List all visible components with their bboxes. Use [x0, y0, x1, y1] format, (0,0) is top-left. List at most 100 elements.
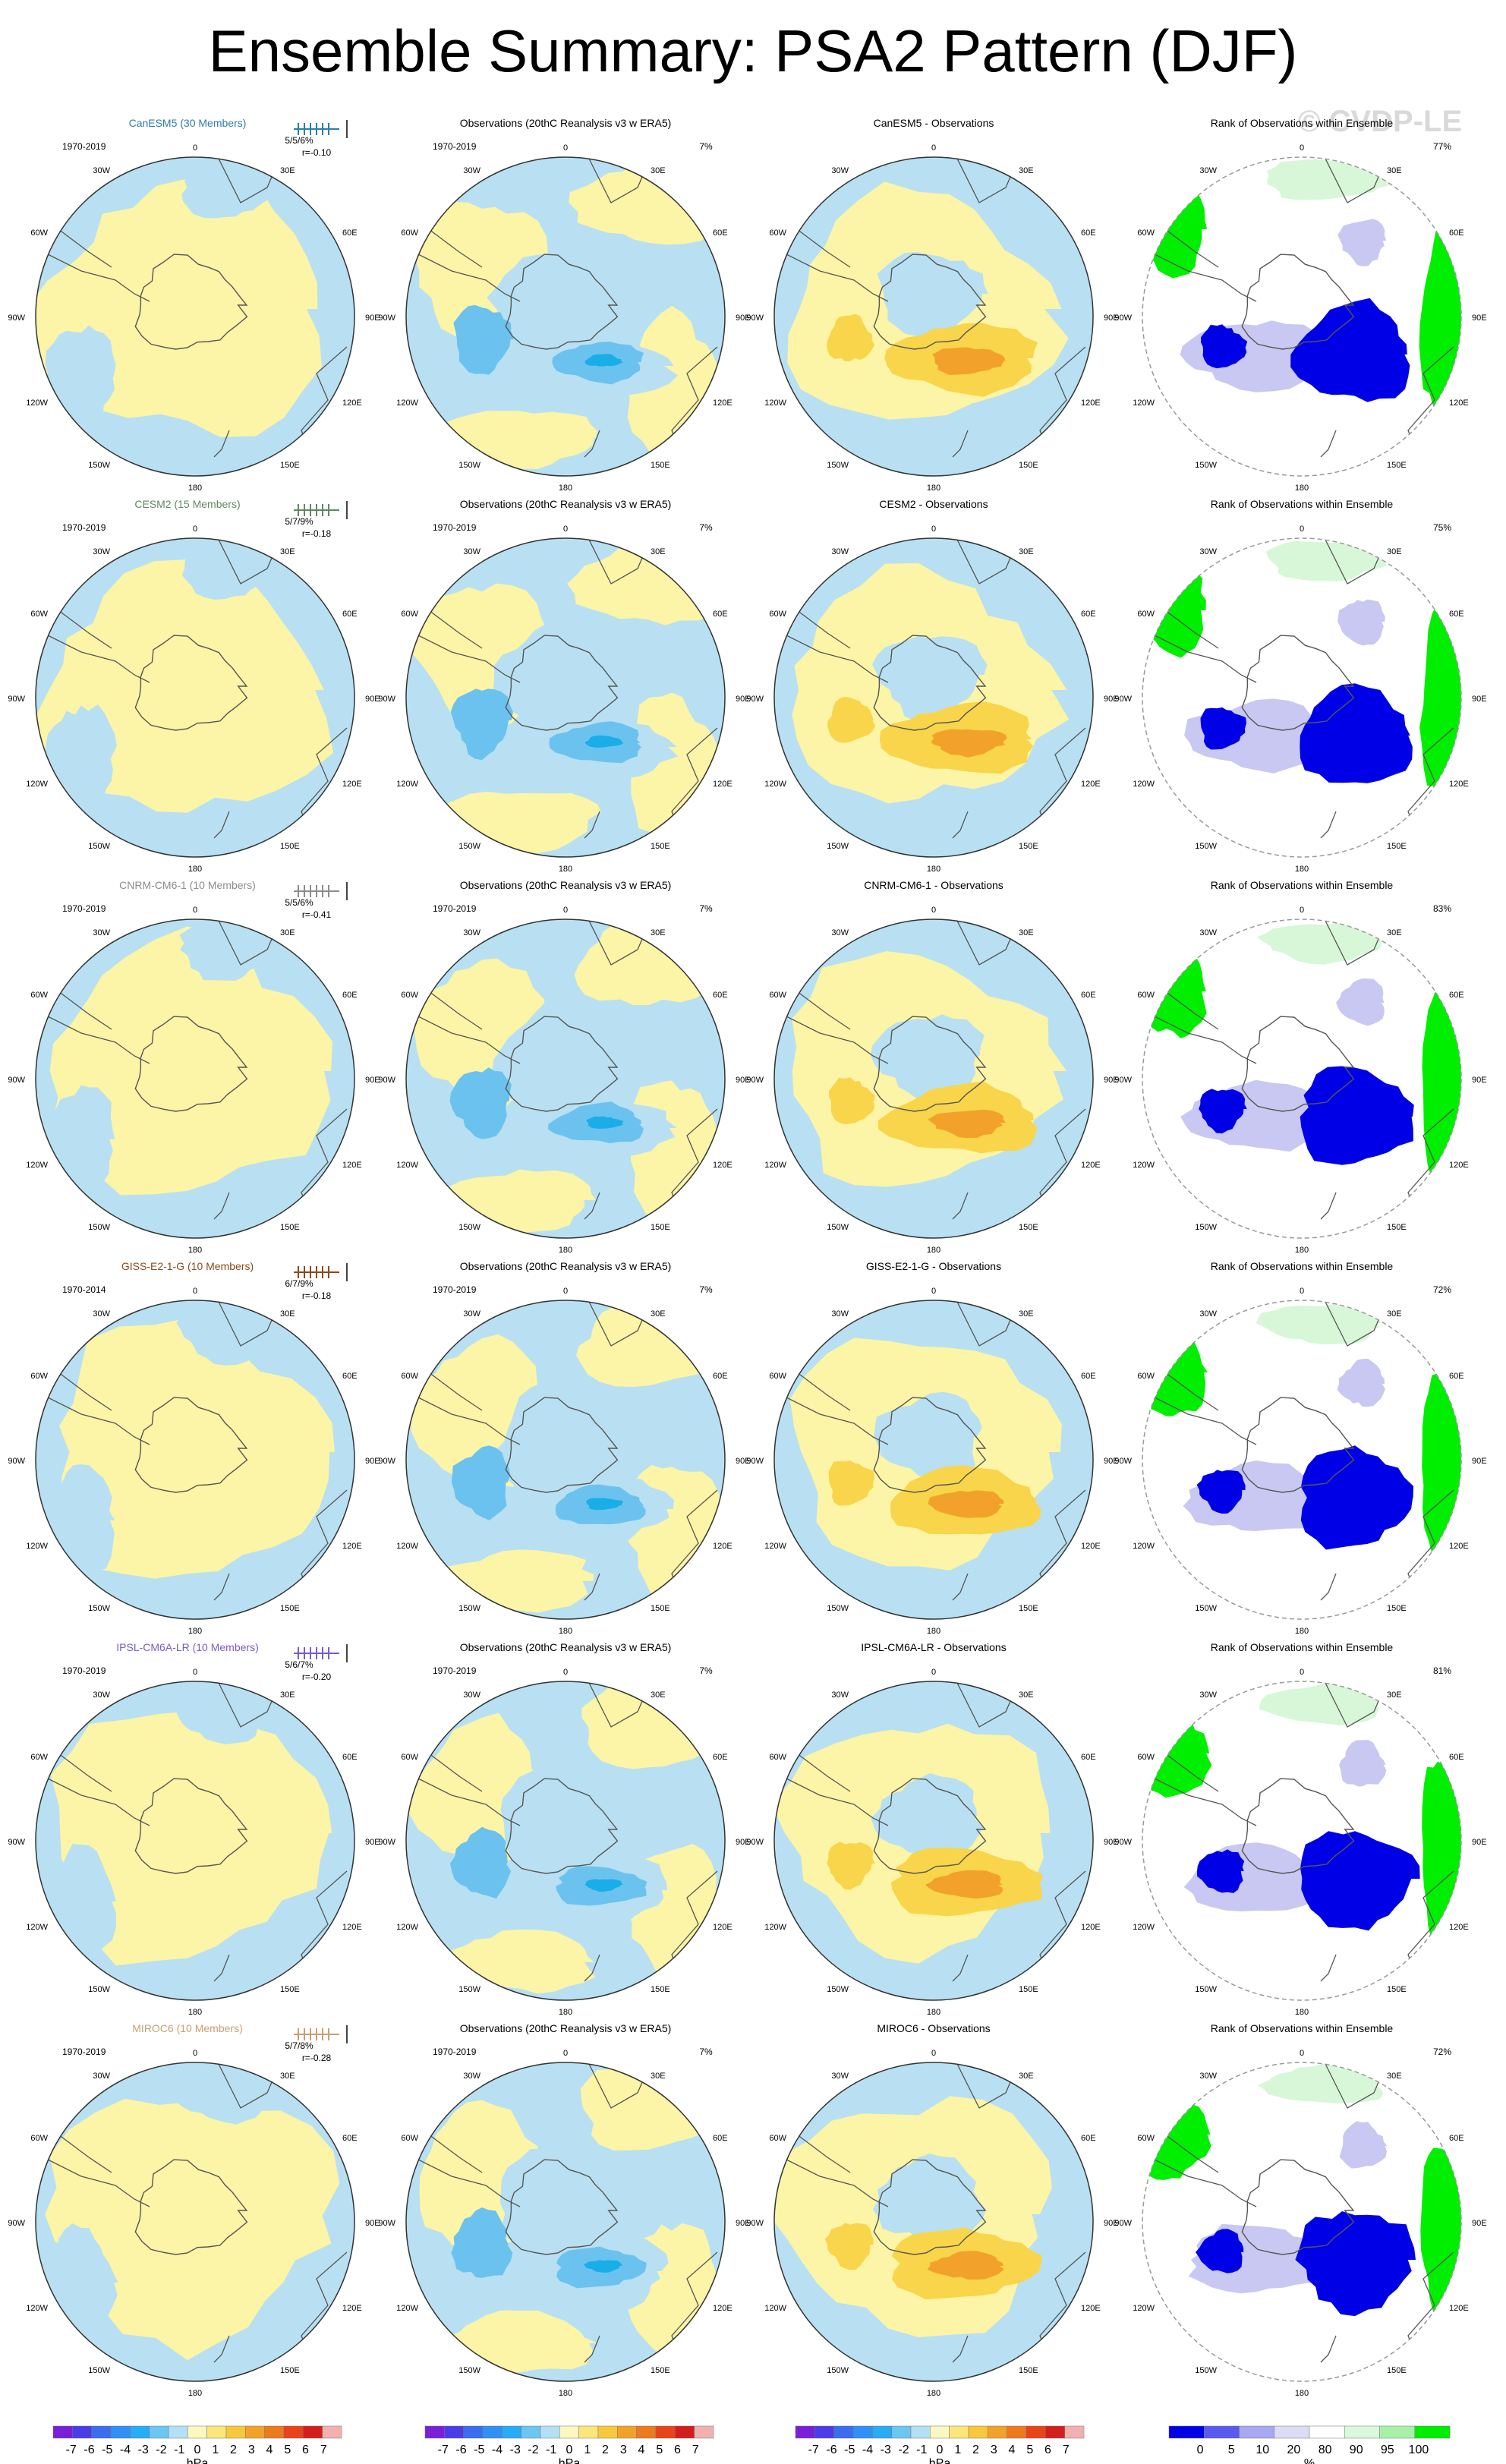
longitude-label: 180 — [559, 865, 572, 874]
longitude-label: 180 — [927, 1627, 940, 1636]
colorbar-swatch — [1007, 2425, 1027, 2439]
longitude-label: 150E — [280, 1604, 300, 1613]
longitude-label: 120E — [713, 1923, 733, 1932]
colorbar-tick-label: -7 — [438, 2444, 449, 2456]
longitude-label: 120W — [396, 780, 418, 789]
contour-region — [1422, 985, 1461, 1180]
panel-title: CESM2 (15 Members) — [134, 498, 240, 510]
antarctica-coastline — [505, 254, 619, 350]
longitude-label: 150W — [827, 1985, 849, 1994]
map-field — [774, 157, 1086, 458]
contour-region — [1339, 2121, 1388, 2169]
colorbar-tick-label: -4 — [120, 2444, 131, 2456]
new-zealand-coastline — [952, 430, 969, 458]
longitude-label: 150W — [458, 1985, 480, 1994]
longitude-label: 120E — [713, 1161, 733, 1170]
longitude-label: 90E — [736, 1076, 751, 1085]
longitude-label: 120W — [26, 2304, 48, 2313]
contour-region — [1199, 1089, 1247, 1134]
longitude-label: 150W — [1195, 1223, 1217, 1232]
longitude-label: 60W — [401, 2134, 418, 2143]
longitude-label: 30W — [1199, 1309, 1217, 1319]
longitude-label: 30E — [651, 547, 666, 556]
longitude-label: 30E — [1019, 2072, 1034, 2081]
new-zealand-coastline — [213, 1954, 230, 1982]
colorbar-swatch — [578, 2425, 599, 2439]
map-panel: 0 30E 60E 90E 120E 150E 180 150W 120W 90W 60W 30W GI… — [8, 1260, 380, 1636]
panel-title: GISS-E2-1-G - Observations — [866, 1260, 1001, 1272]
colorbar-swatch — [1274, 2425, 1310, 2439]
longitude-label: 90W — [8, 1838, 25, 1847]
colorbar-tick-label: 4 — [638, 2444, 645, 2456]
contour-region — [932, 347, 1006, 375]
panel-title: IPSL-CM6A-LR - Observations — [861, 1641, 1006, 1653]
map-panel: 0 30E 60E 90E 120E 150E 180 150W 120W 90W 60W 30W Ob… — [378, 879, 750, 1255]
panel-title: CESM2 - Observations — [879, 498, 988, 510]
longitude-label: 120W — [26, 1542, 48, 1551]
map-panel: 0 30E 60E 90E 120E 150E 180 150W 120W 90W 60W 30W Ra… — [1114, 2022, 1486, 2398]
contour-region — [584, 354, 623, 367]
longitude-label: 90W — [8, 1457, 25, 1466]
longitude-label: 30E — [651, 166, 666, 175]
contour-region — [500, 1763, 634, 1876]
longitude-label: 150E — [1019, 1604, 1038, 1613]
longitude-label: 120E — [1449, 1542, 1469, 1551]
south-america-coastline — [774, 1772, 889, 1826]
map-outline — [35, 2062, 355, 2382]
antarctica-coastline — [505, 1397, 619, 1493]
new-zealand-coastline — [584, 430, 600, 458]
colorbar-hpa: -7 -6 -5 -4 -3 -2 -1 0 1 2 3 4 5 6 7 hPa — [52, 2425, 342, 2464]
longitude-label: 150W — [827, 461, 849, 470]
longitude-label: 60E — [1449, 228, 1464, 238]
longitude-label: 180 — [927, 1246, 940, 1255]
map-panel: 0 30E 60E 90E 120E 150E 180 150W 120W 90W 60W 30W IP… — [746, 1641, 1118, 2017]
contour-region — [874, 1391, 982, 1483]
map-field — [774, 1300, 1086, 1601]
panel-title: Observations (20thC Reanalysis v3 w ERA5… — [460, 1641, 672, 1653]
longitude-label: 60W — [1137, 1372, 1155, 1381]
longitude-label: 30W — [93, 1690, 110, 1700]
longitude-label: 60W — [401, 228, 418, 238]
contour-region — [172, 2062, 270, 2125]
longitude-label: 60W — [401, 1753, 418, 1762]
longitude-label: 90E — [1104, 2219, 1119, 2228]
colorbar-swatch — [1309, 2425, 1345, 2439]
contour-region — [1142, 1322, 1208, 1416]
contour-region — [1337, 219, 1387, 266]
variance-label: 5/7/8% — [285, 2040, 313, 2051]
new-zealand-coastline — [584, 811, 600, 839]
map-panel: 0 30E 60E 90E 120E 150E 180 150W 120W 90W 60W 30W IP… — [8, 1641, 380, 2017]
south-america-coastline — [36, 629, 150, 683]
longitude-label: 120W — [764, 399, 786, 408]
longitude-label: 120E — [342, 1923, 362, 1932]
contour-region — [44, 1843, 117, 1954]
colorbar-swatch — [303, 2425, 323, 2439]
longitude-label: 180 — [927, 484, 940, 493]
contour-region — [176, 1303, 275, 1366]
south-america-coastline — [1142, 247, 1257, 302]
longitude-label: 120W — [764, 1542, 786, 1551]
longitude-label: 30E — [280, 1309, 295, 1319]
contour-region — [872, 635, 988, 723]
new-zealand-coastline — [584, 1954, 600, 1982]
longitude-label: 90E — [1472, 695, 1487, 704]
antarctica-coastline — [873, 635, 987, 731]
watermark: © CVDP-LE — [1298, 105, 1463, 138]
longitude-label: 120E — [713, 780, 733, 789]
map-outline — [35, 156, 355, 477]
longitude-label: 60E — [1449, 2134, 1464, 2143]
longitude-label: 180 — [559, 1246, 572, 1255]
colorbar-tick-label: 3 — [620, 2444, 627, 2456]
longitude-label: 0 — [1300, 525, 1304, 534]
south-america-coastline — [36, 1772, 150, 1826]
longitude-label: 150E — [651, 461, 670, 470]
new-zealand-coastline — [1320, 1573, 1337, 1601]
south-america-coastline — [1142, 1391, 1257, 1445]
colorbar-tick-label: 20 — [1287, 2444, 1301, 2456]
south-america-coastline — [406, 1391, 521, 1445]
longitude-label: 0 — [931, 525, 936, 534]
longitude-label: 150W — [827, 1604, 849, 1613]
colorbar-tick-label: 3 — [991, 2444, 997, 2456]
panel-title: GISS-E2-1-G (10 Members) — [121, 1260, 254, 1272]
